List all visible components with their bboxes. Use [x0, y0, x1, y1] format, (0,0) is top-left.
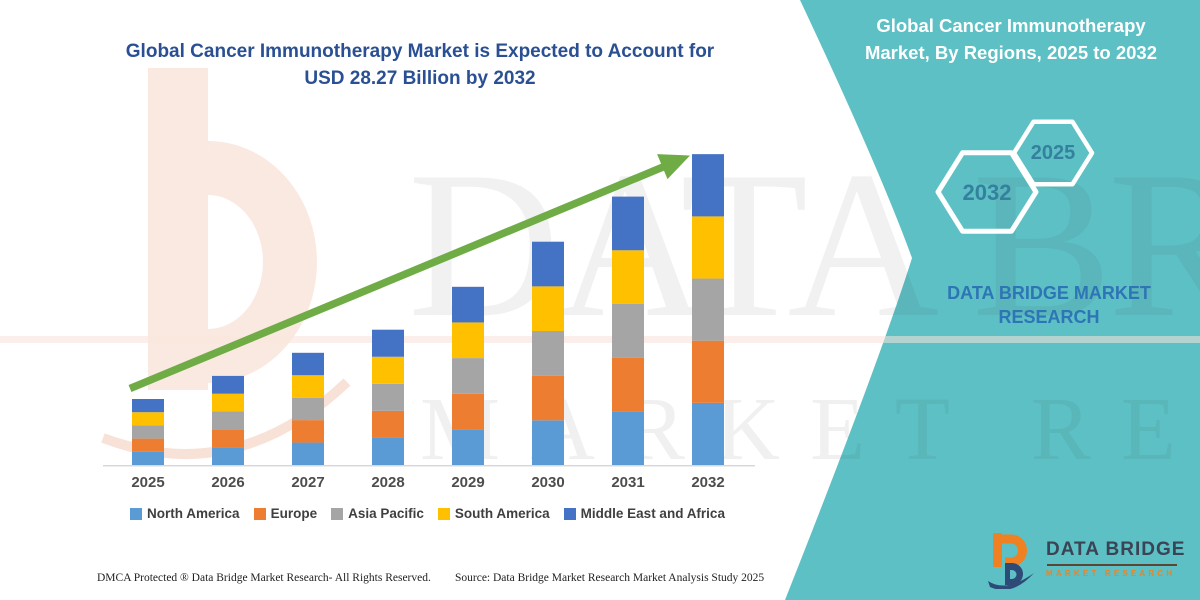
- x-axis-label-2030: 2030: [531, 474, 565, 491]
- legend-swatch-icon: [253, 507, 266, 520]
- x-axis-label-2029: 2029: [451, 474, 485, 491]
- legend-item-south-america: South America: [437, 506, 550, 521]
- hexagons-icon: [935, 119, 1095, 234]
- brand-wordmark: DATA BRIDGE MARKET RESEARCH: [920, 281, 1178, 329]
- hexagon-2025-icon: [1011, 119, 1095, 187]
- legend-swatch-icon: [331, 507, 344, 520]
- x-axis-label-2027: 2027: [291, 474, 325, 491]
- chart-title-line1: Global Cancer Immunotherapy Market is Ex…: [125, 41, 715, 62]
- x-axis-label-2031: 2031: [611, 474, 645, 491]
- legend-item-middle-east-and-africa: Middle East and Africa: [563, 506, 725, 521]
- dmca-text: DMCA Protected ® Data Bridge Market Rese…: [97, 572, 431, 584]
- logo-name: DATA BRIDGE: [1046, 539, 1186, 560]
- hexagon-label-2032: 2032: [962, 180, 1012, 205]
- panel-title-line2: Market, By Regions, 2025 to 2032: [864, 42, 1158, 63]
- chart-legend: North America Europe Asia Pacific South Ame…: [95, 506, 760, 521]
- company-logo: DATA BRIDGE MARKET RESEARCH: [988, 533, 1185, 589]
- legend-label: South America: [454, 506, 550, 521]
- x-axis-label-2026: 2026: [211, 474, 245, 491]
- hexagon-2032-icon: [935, 150, 1039, 234]
- logo-subtitle: MARKET RESEARCH: [1046, 569, 1176, 578]
- legend-label: Middle East and Africa: [580, 506, 725, 521]
- panel-title: Global Cancer Immunotherapy Market, By R…: [845, 12, 1177, 66]
- legend-swatch-icon: [130, 507, 143, 520]
- logo-text-block: DATA BRIDGE MARKET RESEARCH: [1046, 533, 1185, 578]
- source-text: Source: Data Bridge Market Research Mark…: [455, 572, 765, 584]
- logo-divider: [1047, 564, 1177, 566]
- panel-title-line1: Global Cancer Immunotherapy: [876, 15, 1146, 36]
- legend-item-north-america: North America: [130, 506, 240, 521]
- chart-title-line2: USD 28.27 Billion by 2032: [304, 68, 536, 89]
- legend-label: North America: [147, 506, 240, 521]
- hexagon-label-2025: 2025: [1030, 142, 1076, 164]
- x-axis-label-2032: 2032: [691, 474, 725, 491]
- x-axis-label-2025: 2025: [131, 474, 165, 491]
- legend-item-europe: Europe: [253, 506, 318, 521]
- brand-wordmark-line2: RESEARCH: [998, 307, 1100, 327]
- chart-title: Global Cancer Immunotherapy Market is Ex…: [100, 38, 740, 92]
- legend-item-asia-pacific: Asia Pacific: [331, 506, 424, 521]
- logo-b-icon: [988, 533, 1034, 589]
- x-axis-label-2028: 2028: [371, 474, 405, 491]
- legend-swatch-icon: [437, 507, 450, 520]
- brand-wordmark-line1: DATA BRIDGE MARKET: [947, 283, 1151, 303]
- legend-label: Europe: [270, 506, 318, 521]
- legend-swatch-icon: [563, 507, 576, 520]
- legend-label: Asia Pacific: [348, 506, 424, 521]
